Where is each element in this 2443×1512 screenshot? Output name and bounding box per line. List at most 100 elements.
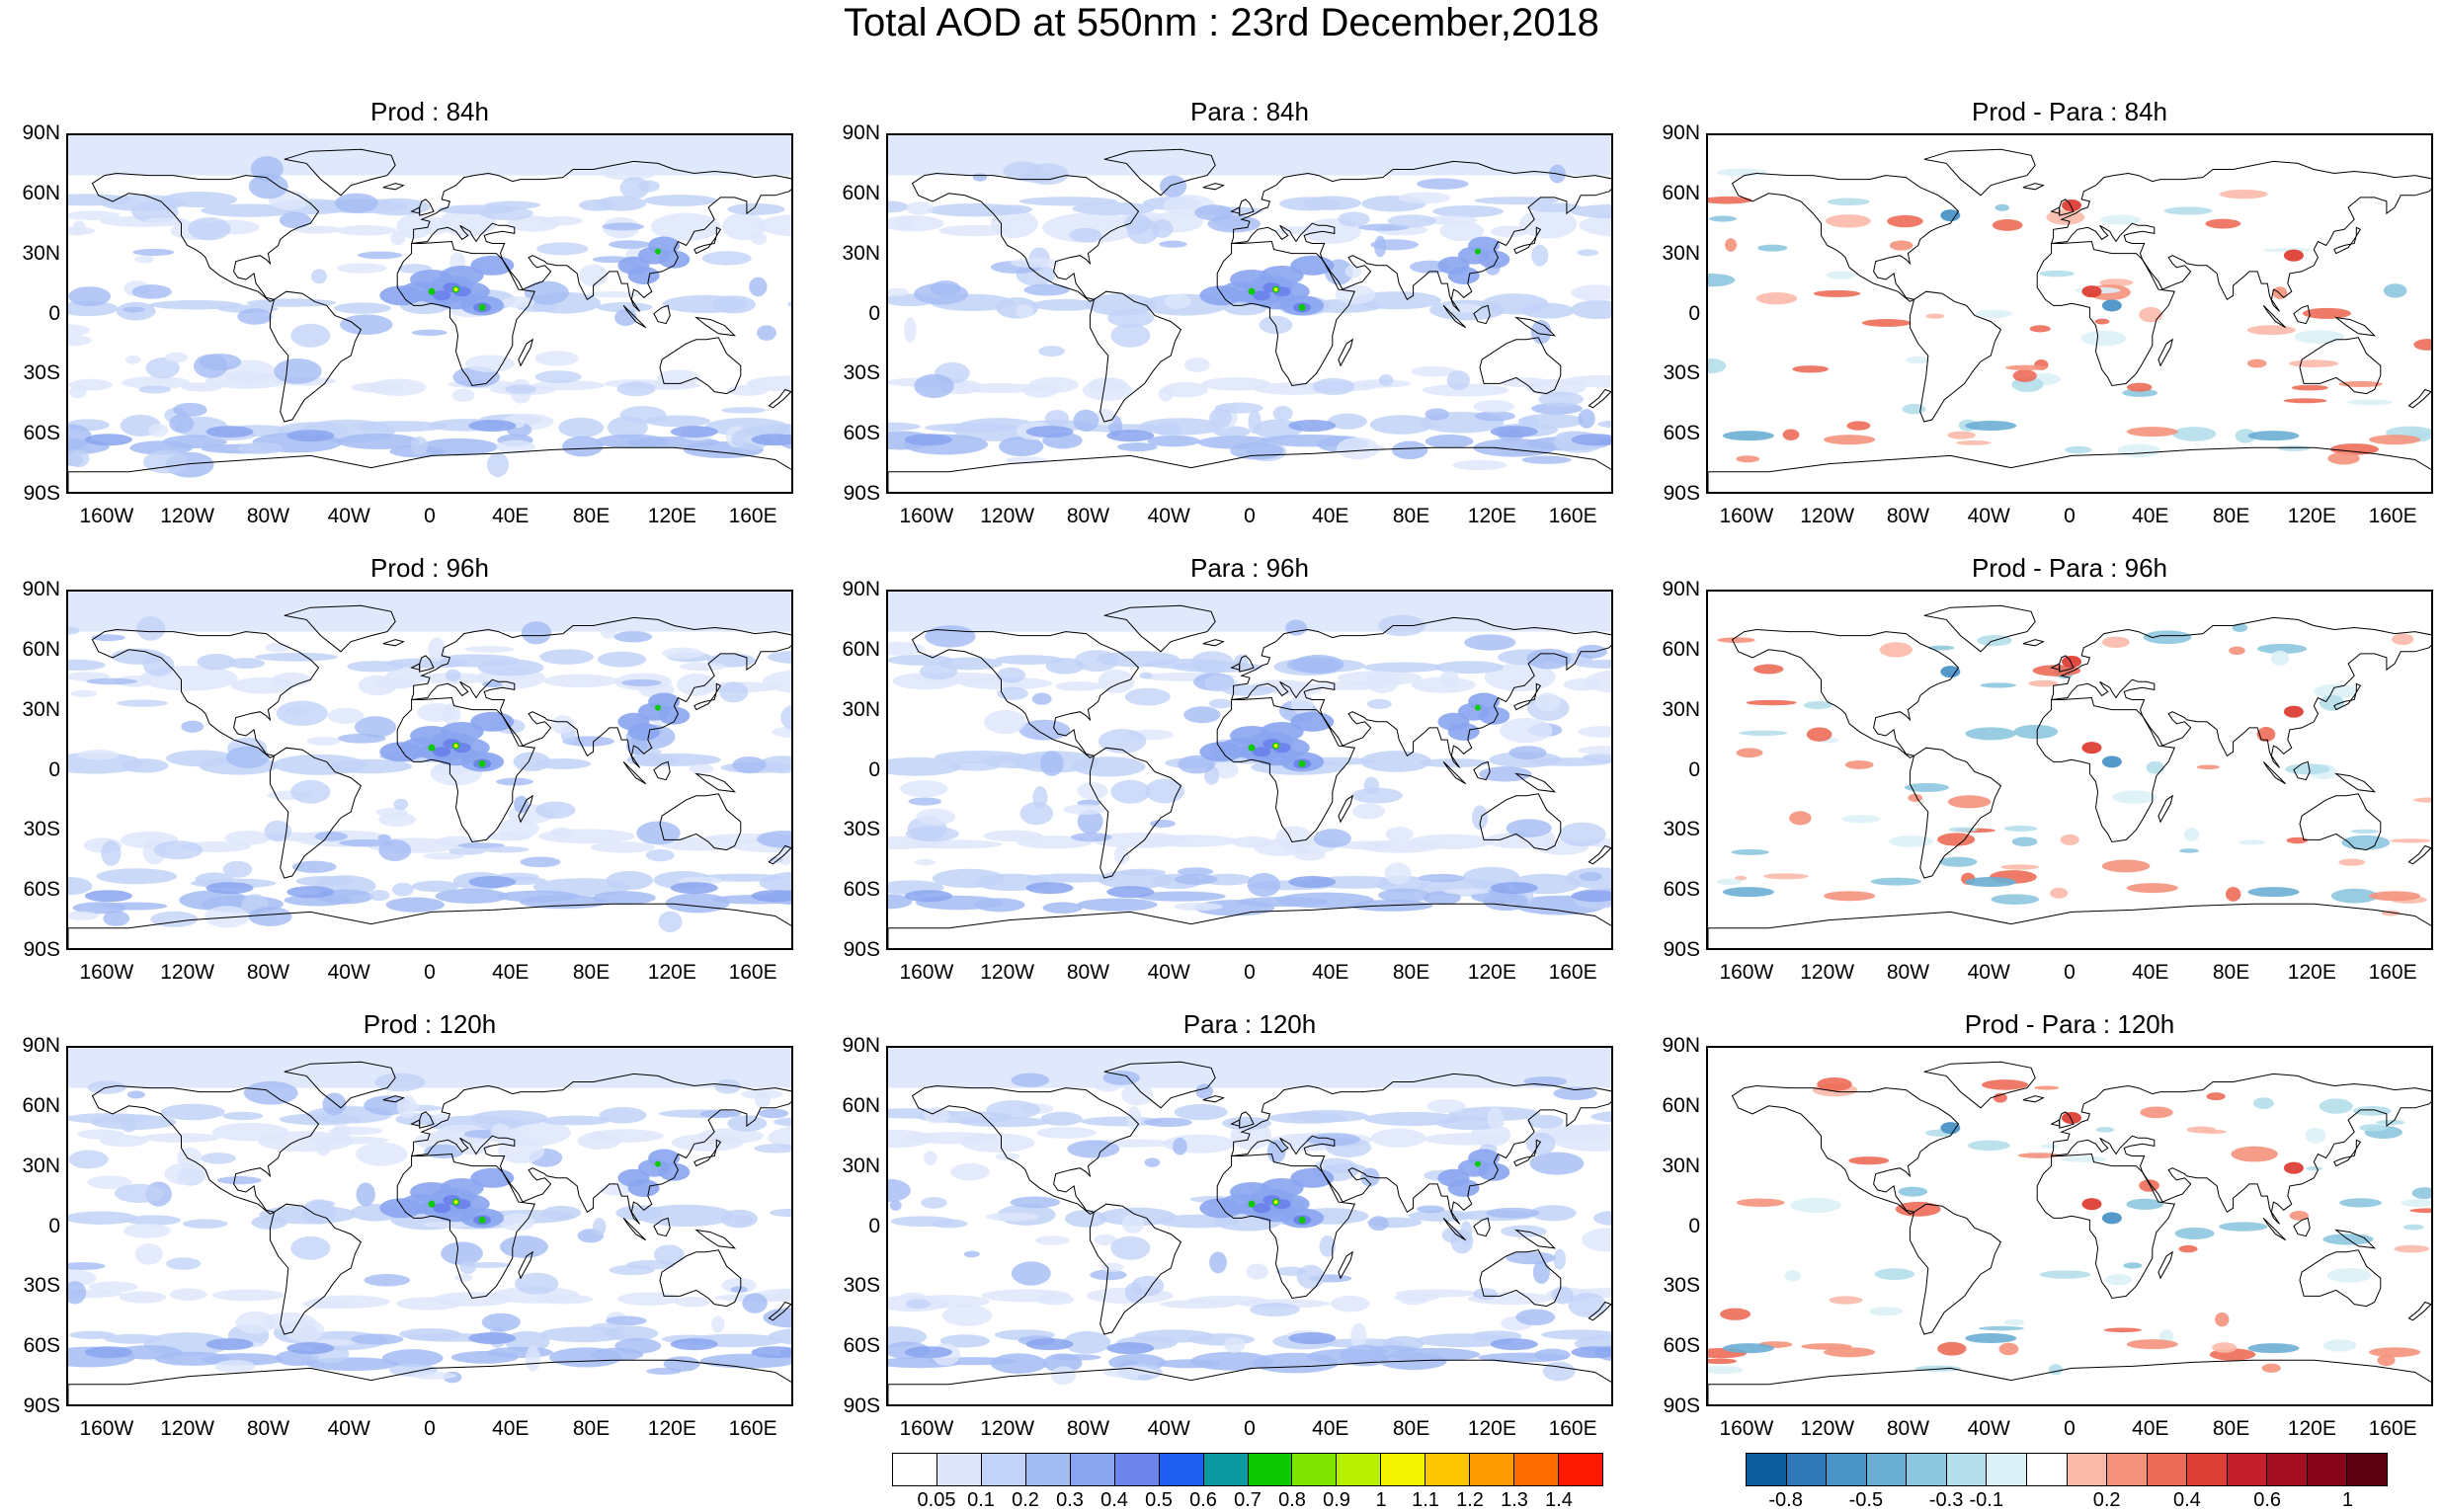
map-area <box>1706 133 2433 494</box>
latitude-tick-label: 60N <box>1662 637 1700 661</box>
map-panel-diff-96h: Prod - Para : 96h <box>1706 553 2433 950</box>
longitude-tick-label: 160E <box>728 961 777 984</box>
colorbar-label: 0.8 <box>1278 1489 1306 1511</box>
longitude-tick-label: 160W <box>79 505 134 527</box>
aod-field <box>68 1048 791 1404</box>
longitude-tick-label: 80W <box>1066 961 1110 984</box>
longitude-tick-label: 120E <box>1467 1417 1516 1440</box>
panel-title: Prod : 96h <box>370 553 489 583</box>
latitude-tick-label: 0 <box>868 1214 880 1237</box>
colorbar-swatch <box>936 1454 982 1485</box>
aod-difference-field <box>1708 135 2431 492</box>
colorbar-label: 0.7 <box>1234 1489 1262 1511</box>
longitude-tick-label: 40W <box>1967 1417 2010 1440</box>
longitude-tick-label: 0 <box>424 505 436 527</box>
longitude-tick-label: 160E <box>2368 505 2417 527</box>
latitude-tick-label: 90S <box>843 1394 880 1417</box>
longitude-tick-label: 160W <box>899 961 954 984</box>
colorbar-label: 0.2 <box>2092 1489 2121 1511</box>
map-panel-diff-84h: Prod - Para : 84h <box>1706 97 2433 494</box>
colorbar-swatch <box>2307 1454 2348 1485</box>
panel-title: Para : 120h <box>1182 1009 1317 1039</box>
colorbar-swatch <box>1070 1454 1115 1485</box>
longitude-tick-label: 80W <box>1886 505 1930 527</box>
latitude-tick-label: 0 <box>48 1214 60 1237</box>
colorbar-swatch <box>1114 1454 1160 1485</box>
colorbar-label: 0.3 <box>1056 1489 1084 1511</box>
longitude-tick-label: 0 <box>2064 961 2076 984</box>
latitude-tick-label: 0 <box>1688 1214 1700 1237</box>
panel-title: Para : 84h <box>1190 97 1309 126</box>
map-area <box>1706 590 2433 950</box>
aod-colorbar <box>892 1453 1603 1486</box>
latitude-tick-label: 30S <box>23 1274 60 1298</box>
longitude-tick-label: 160W <box>79 1417 134 1440</box>
colorbar-swatch <box>1248 1454 1293 1485</box>
longitude-tick-label: 120W <box>160 505 215 527</box>
colorbar-swatch <box>2227 1454 2268 1485</box>
longitude-tick-label: 80E <box>1392 1417 1430 1440</box>
longitude-tick-label: 40E <box>1312 1417 1349 1440</box>
colorbar-label: 1.1 <box>1412 1489 1439 1511</box>
colorbar-label: -0.1 <box>1969 1489 2003 1511</box>
colorbar-swatch <box>1827 1454 1867 1485</box>
longitude-tick-label: 40W <box>1147 505 1190 527</box>
longitude-tick-label: 120W <box>1800 505 1855 527</box>
aod-field <box>888 135 1611 492</box>
longitude-tick-label: 0 <box>1244 961 1256 984</box>
colorbar-swatch <box>2267 1454 2308 1485</box>
colorbar-label: 1.2 <box>1456 1489 1484 1511</box>
latitude-tick-label: 60S <box>23 1334 60 1358</box>
latitude-tick-label: 90S <box>843 938 880 961</box>
longitude-tick-label: 40E <box>1312 961 1349 984</box>
colorbar-swatch <box>1292 1454 1338 1485</box>
latitude-tick-label: 90N <box>842 121 880 144</box>
longitude-tick-label: 40W <box>327 1417 370 1440</box>
latitude-tick-label: 30N <box>842 697 880 721</box>
longitude-tick-label: 120W <box>980 961 1035 984</box>
longitude-tick-label: 40W <box>1147 1417 1190 1440</box>
latitude-tick-label: 90N <box>842 1034 880 1057</box>
map-area <box>886 133 1613 494</box>
longitude-tick-label: 80W <box>1066 1417 1110 1440</box>
latitude-tick-label: 30S <box>23 818 60 841</box>
latitude-tick-label: 60N <box>842 181 880 204</box>
latitude-tick-label: 90N <box>1662 578 1700 600</box>
latitude-tick-label: 60S <box>23 878 60 902</box>
latitude-tick-label: 60N <box>22 181 60 204</box>
latitude-tick-label: 90S <box>1663 1394 1700 1417</box>
map-panel-prod-84h: Prod : 84h <box>66 97 793 494</box>
longitude-tick-label: 120W <box>980 1417 1035 1440</box>
colorbar-label: 0.6 <box>2253 1489 2282 1511</box>
latitude-tick-label: 0 <box>1688 757 1700 781</box>
latitude-tick-label: 60S <box>1663 878 1700 902</box>
latitude-tick-label: 90N <box>842 578 880 600</box>
longitude-tick-label: 40E <box>2132 1417 2169 1440</box>
latitude-tick-label: 60S <box>1663 422 1700 445</box>
longitude-tick-label: 80W <box>1886 1417 1930 1440</box>
longitude-tick-label: 0 <box>1244 505 1256 527</box>
latitude-tick-label: 60N <box>1662 181 1700 204</box>
latitude-tick-label: 0 <box>48 757 60 781</box>
longitude-tick-label: 80W <box>246 505 290 527</box>
latitude-tick-label: 90N <box>22 578 60 600</box>
figure-title: Total AOD at 550nm : 23rd December,2018 <box>844 1 1599 44</box>
map-area <box>886 1046 1613 1406</box>
colorbar-swatch <box>2347 1454 2387 1485</box>
map-area <box>886 590 1613 950</box>
colorbar-swatch <box>1470 1454 1515 1485</box>
longitude-tick-label: 160W <box>1719 505 1774 527</box>
longitude-tick-label: 40W <box>327 961 370 984</box>
colorbar-swatch <box>1025 1454 1071 1485</box>
latitude-tick-label: 30S <box>843 1274 880 1298</box>
longitude-tick-label: 160E <box>2368 1417 2417 1440</box>
latitude-tick-label: 60S <box>843 422 880 445</box>
longitude-tick-label: 80W <box>1886 961 1930 984</box>
latitude-tick-label: 30N <box>842 1154 880 1177</box>
longitude-tick-label: 120W <box>1800 961 1855 984</box>
longitude-tick-label: 0 <box>2064 1417 2076 1440</box>
colorbar-label: 1 <box>2341 1489 2353 1511</box>
latitude-tick-label: 90S <box>23 938 60 961</box>
colorbar-swatch <box>981 1454 1026 1485</box>
colorbar-swatch <box>1866 1454 1908 1485</box>
